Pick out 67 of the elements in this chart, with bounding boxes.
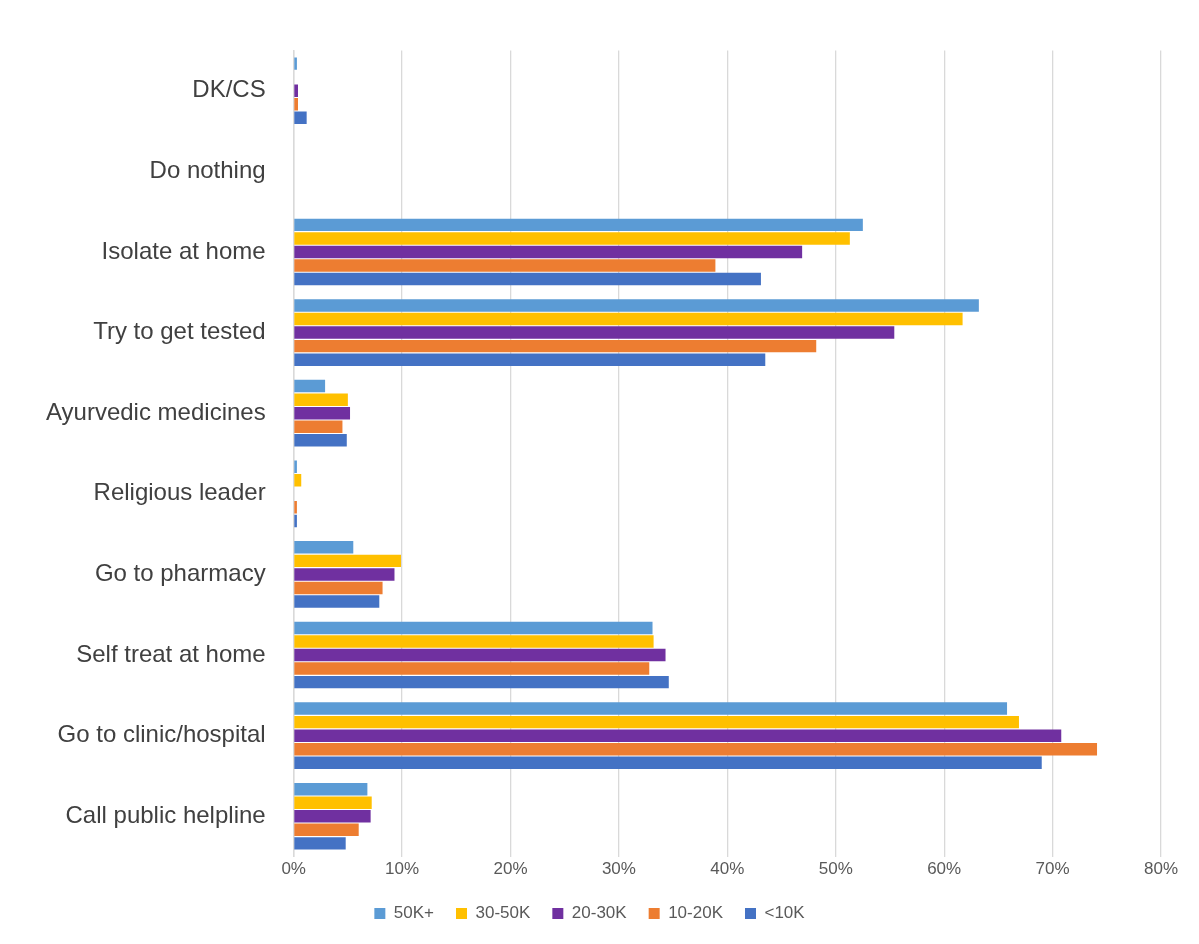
bar [294,742,1098,756]
bar [294,823,359,837]
bar [294,232,850,245]
bar [294,635,654,648]
x-tick-label: 20% [493,859,528,879]
bar [294,460,297,473]
x-tick-label: 50% [818,859,853,879]
bar [294,715,1019,729]
y-tick-label: DK/CS [192,75,266,103]
y-tick-label: Do nothing [149,155,266,183]
bar [294,420,343,433]
bar [294,621,653,635]
bar [294,379,326,393]
bar [294,353,766,366]
bar [294,810,371,823]
x-tick-label: 30% [601,859,636,879]
bar [294,796,372,809]
bar [294,299,979,312]
y-tick-label: Go to pharmacy [94,559,266,587]
x-tick-label: 80% [1143,859,1179,879]
legend-label: 10-20K [668,903,724,923]
bar [294,782,368,796]
y-tick-label: Ayurvedic medicines [46,397,266,425]
x-tick-label: 60% [927,859,962,879]
bar [294,501,297,514]
bar [294,339,817,353]
bar [294,474,302,487]
bar [294,837,346,850]
bar [294,393,348,406]
bar [294,662,650,675]
bar [294,702,1008,715]
x-tick-label: 0% [281,859,306,879]
legend-label: 50K+ [393,903,435,923]
bar [294,514,297,528]
legend-label: 30-50K [475,903,531,923]
bar [294,326,895,339]
legend-label: <10K [764,903,806,923]
bar [294,111,307,125]
bar [294,554,401,568]
bar [294,406,351,420]
bar [294,581,383,595]
bar [294,245,803,259]
y-tick-label: Isolate at home [101,236,266,264]
bar [294,756,1042,769]
y-tick-label: Try to get tested [93,317,266,345]
y-tick-label: Call public helpline [65,800,266,828]
legend-label: 20-30K [571,903,628,923]
bar [294,568,395,581]
y-tick-label: Go to clinic/hospital [57,720,266,748]
bar [294,541,354,554]
bar [294,259,716,272]
bar [294,312,963,326]
bar [294,675,669,689]
bar [294,218,863,232]
bar [294,729,1062,742]
bar [294,648,666,662]
bar [294,84,298,97]
bar [294,434,347,447]
bar [294,98,298,111]
x-tick-label: 10% [385,859,420,879]
bar [294,272,761,286]
bar [294,57,297,70]
x-tick-label: 40% [710,859,745,879]
bar [294,595,380,608]
y-tick-label: Self treat at home [76,639,266,667]
y-tick-label: Religious leader [93,478,266,506]
x-tick-label: 70% [1035,859,1070,879]
